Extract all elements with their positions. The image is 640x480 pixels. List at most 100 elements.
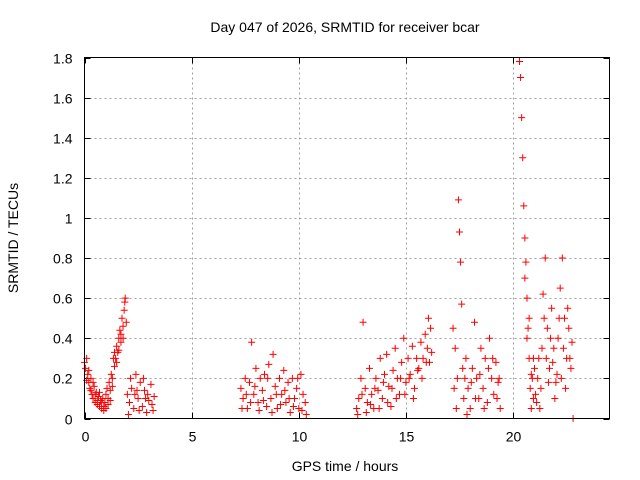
data-point bbox=[135, 406, 143, 414]
data-point bbox=[106, 396, 114, 404]
data-point bbox=[133, 386, 141, 394]
data-point bbox=[466, 404, 474, 412]
data-point bbox=[149, 406, 157, 414]
data-point bbox=[379, 378, 387, 386]
y-tick-label: 1.8 bbox=[53, 51, 73, 67]
data-point bbox=[477, 344, 485, 352]
data-point bbox=[89, 378, 97, 386]
data-point bbox=[454, 196, 462, 204]
data-point bbox=[98, 398, 106, 406]
data-point bbox=[473, 374, 481, 382]
data-point bbox=[128, 384, 136, 392]
data-point bbox=[276, 374, 283, 382]
data-point bbox=[119, 322, 127, 330]
data-point bbox=[532, 390, 540, 398]
data-point bbox=[383, 350, 391, 358]
data-point bbox=[397, 374, 405, 382]
data-point bbox=[248, 338, 256, 346]
y-tick-label: 0.2 bbox=[53, 371, 73, 387]
data-point bbox=[476, 370, 484, 378]
data-point bbox=[450, 384, 458, 392]
data-point bbox=[479, 384, 487, 392]
data-point bbox=[521, 234, 529, 242]
data-point bbox=[89, 394, 97, 402]
data-point bbox=[533, 398, 541, 406]
data-point bbox=[105, 378, 113, 386]
data-point bbox=[460, 394, 468, 402]
data-point bbox=[255, 406, 263, 414]
data-point bbox=[375, 404, 383, 412]
data-point bbox=[115, 346, 123, 354]
data-point bbox=[122, 318, 130, 326]
data-point bbox=[523, 294, 531, 302]
data-point bbox=[102, 404, 110, 412]
y-tick-label: 1 bbox=[65, 211, 73, 227]
data-point bbox=[264, 374, 272, 382]
chart-title: Day 047 of 2026, SRMTID for receiver bca… bbox=[210, 19, 480, 35]
data-point bbox=[259, 396, 267, 404]
data-point bbox=[242, 390, 250, 398]
data-points bbox=[81, 58, 577, 422]
data-point bbox=[564, 304, 572, 312]
data-point bbox=[517, 74, 525, 82]
data-point bbox=[480, 404, 488, 412]
data-point bbox=[553, 370, 561, 378]
data-point bbox=[289, 402, 297, 410]
data-point bbox=[299, 390, 307, 398]
data-point bbox=[404, 354, 412, 362]
data-point bbox=[138, 402, 146, 410]
x-tick-label: 10 bbox=[292, 429, 308, 445]
data-point bbox=[106, 386, 114, 394]
data-point bbox=[357, 374, 365, 382]
data-point bbox=[457, 258, 465, 266]
data-point bbox=[391, 344, 399, 352]
data-point bbox=[483, 398, 491, 406]
data-point bbox=[472, 394, 480, 402]
data-point bbox=[148, 400, 156, 408]
data-point bbox=[353, 404, 361, 412]
data-point bbox=[409, 394, 417, 402]
data-point bbox=[367, 400, 375, 408]
data-point bbox=[418, 374, 426, 382]
data-point bbox=[464, 384, 472, 392]
data-point bbox=[136, 378, 144, 386]
data-point bbox=[87, 374, 95, 382]
data-point bbox=[376, 354, 384, 362]
data-point bbox=[462, 354, 470, 362]
data-point bbox=[548, 304, 556, 312]
data-point bbox=[269, 350, 277, 358]
data-point bbox=[529, 394, 537, 402]
data-point bbox=[536, 404, 544, 412]
data-point bbox=[147, 380, 155, 388]
data-point bbox=[117, 330, 125, 338]
data-point bbox=[540, 314, 548, 322]
data-point bbox=[566, 354, 574, 362]
data-point bbox=[456, 228, 463, 236]
data-point bbox=[280, 366, 288, 374]
data-point bbox=[285, 394, 293, 402]
data-point bbox=[562, 384, 570, 392]
data-point bbox=[492, 358, 500, 366]
data-point bbox=[423, 344, 431, 352]
data-point bbox=[258, 386, 266, 394]
data-point bbox=[489, 354, 497, 362]
data-point bbox=[281, 386, 289, 394]
y-axis-label: SRMTID / TECUs bbox=[5, 183, 21, 293]
data-point bbox=[520, 202, 528, 210]
data-point bbox=[493, 394, 501, 402]
data-point bbox=[417, 338, 425, 346]
data-point bbox=[424, 314, 432, 322]
data-point bbox=[524, 324, 532, 332]
data-point bbox=[117, 338, 125, 346]
data-point bbox=[388, 384, 396, 392]
data-point bbox=[368, 390, 376, 398]
data-point bbox=[144, 390, 152, 398]
data-point bbox=[463, 410, 471, 418]
data-point bbox=[568, 338, 576, 346]
data-point bbox=[488, 374, 496, 382]
data-point bbox=[265, 360, 273, 368]
data-point bbox=[402, 378, 410, 386]
data-point bbox=[85, 366, 93, 374]
data-point bbox=[467, 378, 475, 386]
data-point bbox=[421, 330, 429, 338]
